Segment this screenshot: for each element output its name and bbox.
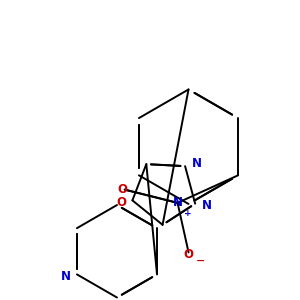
Text: O: O (116, 196, 126, 209)
Text: −: − (196, 256, 206, 266)
Text: N: N (172, 196, 183, 209)
Text: O: O (118, 183, 128, 196)
Text: N: N (192, 158, 202, 170)
Text: N: N (61, 270, 71, 283)
Text: +: + (184, 209, 191, 218)
Text: N: N (202, 200, 212, 212)
Text: O: O (184, 248, 194, 261)
